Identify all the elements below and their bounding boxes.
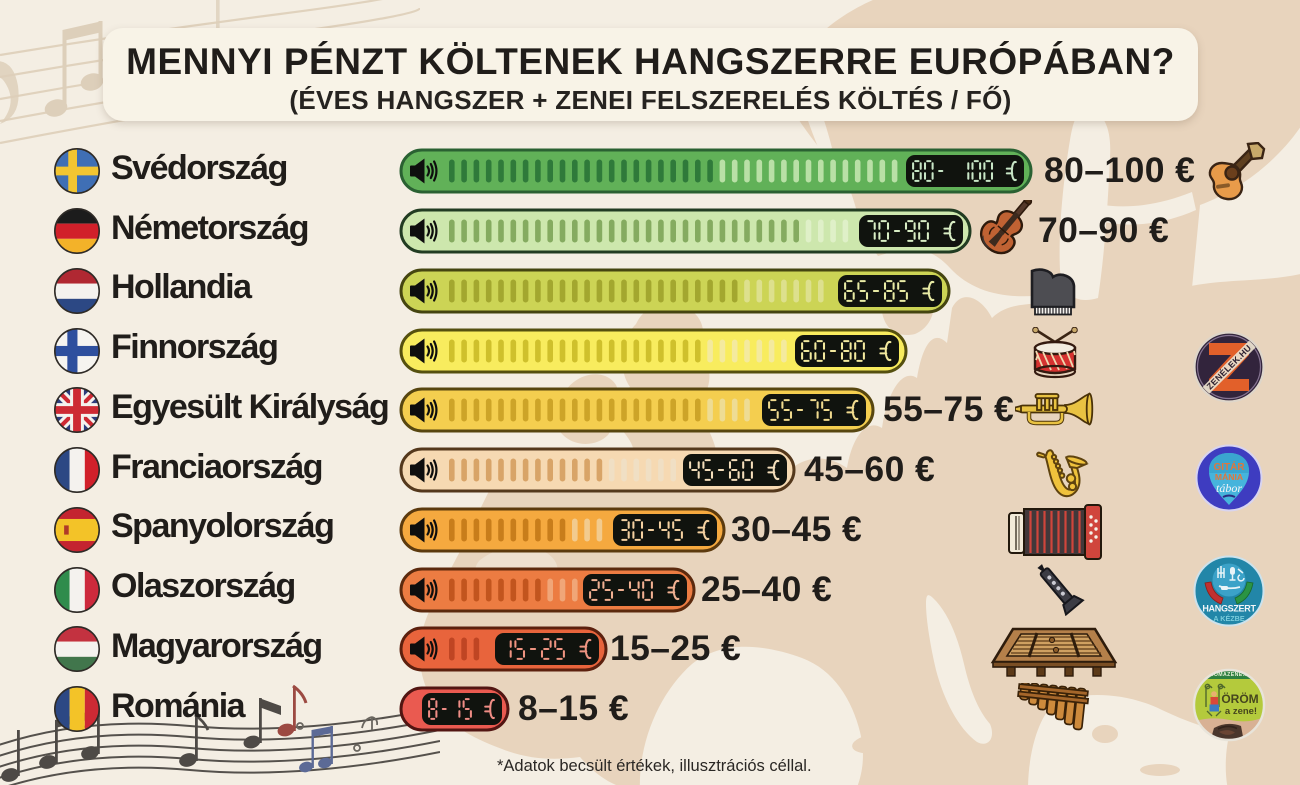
svg-text:ÖRÖMAZENE.HU: ÖRÖMAZENE.HU — [1205, 671, 1252, 678]
svg-text:tábor: tábor — [1216, 481, 1242, 495]
svg-text:a zene!: a zene! — [1225, 706, 1257, 717]
svg-text:A KÉZBE: A KÉZBE — [1213, 614, 1244, 623]
svg-text:ÖRÖM: ÖRÖM — [1221, 691, 1258, 706]
svg-text:HANGSZERT: HANGSZERT — [1202, 604, 1256, 614]
svg-text:GITÁR: GITÁR — [1213, 460, 1245, 473]
svg-text:MÁNIA: MÁNIA — [1215, 472, 1243, 482]
